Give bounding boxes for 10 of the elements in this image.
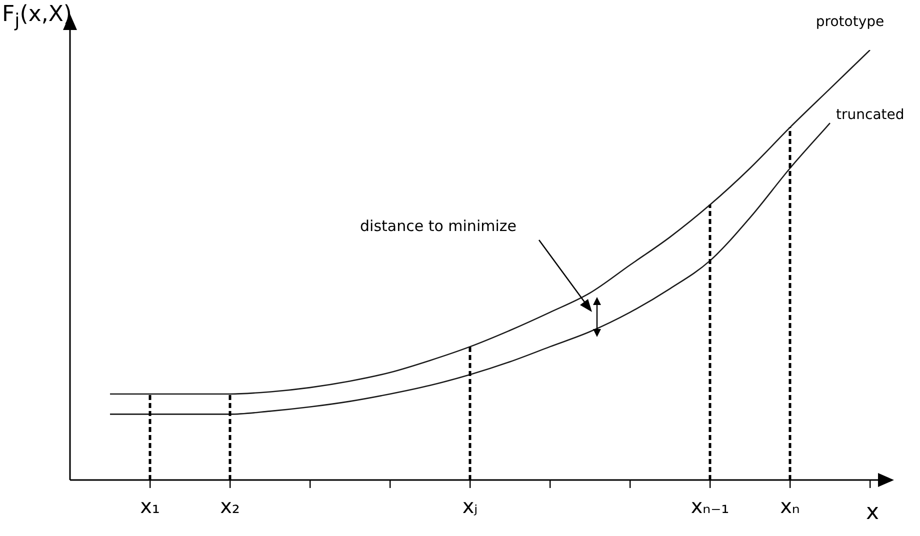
- x-tick-label: xₙ: [780, 494, 800, 518]
- x-tick-label: xₙ₋₁: [690, 494, 730, 518]
- series-label: prototype: [816, 14, 884, 30]
- x-tick-label: xⱼ: [462, 494, 478, 518]
- x-tick-label: x₂: [220, 494, 240, 518]
- x-tick-label: x₁: [140, 494, 160, 518]
- x-axis-title: x: [866, 500, 880, 525]
- annotation: distance to minimize: [360, 217, 516, 235]
- series-label: truncated: [836, 107, 904, 124]
- y-axis-title: F$_{j}$(x,X): [2, 2, 72, 32]
